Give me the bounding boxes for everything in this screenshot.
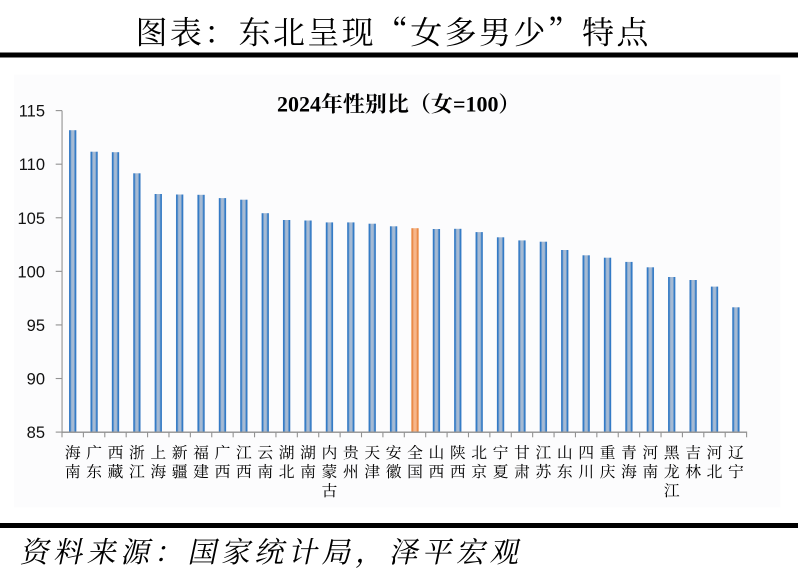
svg-text:=100: =100 — [453, 92, 499, 117]
svg-text:90: 90 — [27, 371, 45, 389]
svg-text:95: 95 — [27, 317, 45, 335]
svg-text:105: 105 — [17, 210, 45, 228]
svg-text:100: 100 — [17, 263, 45, 281]
svg-text:85: 85 — [27, 424, 45, 442]
svg-text:2024: 2024 — [277, 92, 321, 117]
svg-text:115: 115 — [19, 103, 45, 121]
svg-text:110: 110 — [19, 156, 45, 174]
